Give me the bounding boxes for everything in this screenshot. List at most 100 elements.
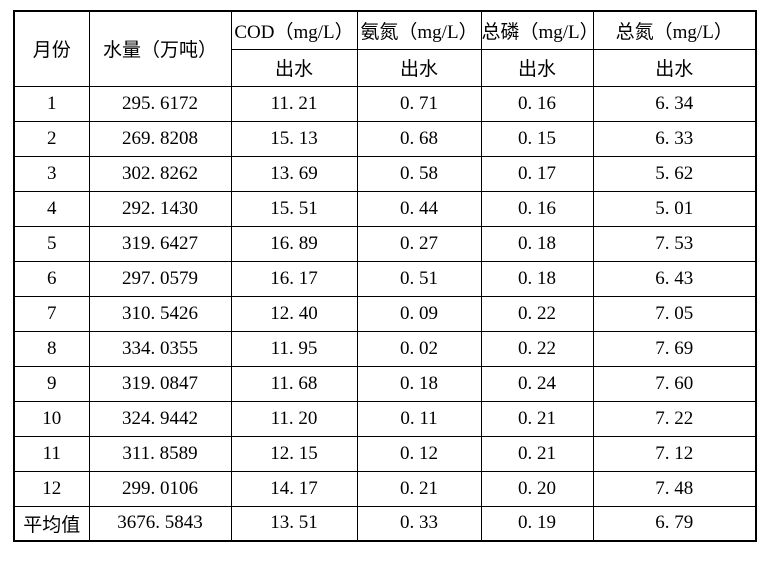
cell-month: 10: [13, 400, 90, 437]
cell-water: 319. 6427: [88, 225, 232, 262]
cell-water: 302. 8262: [88, 155, 232, 192]
cell-ammonia: 0. 51: [356, 260, 482, 297]
cell-ammonia: 0. 18: [356, 365, 482, 402]
cell-nitrogen: 6. 79: [592, 505, 757, 542]
table-row: 8 334. 0355 11. 95 0. 02 0. 22 7. 69: [13, 330, 757, 367]
cell-cod: 11. 68: [230, 365, 358, 402]
cell-cod: 16. 89: [230, 225, 358, 262]
table-row: 6 297. 0579 16. 17 0. 51 0. 18 6. 43: [13, 260, 757, 297]
cell-nitrogen: 7. 22: [592, 400, 757, 437]
table-row: 3 302. 8262 13. 69 0. 58 0. 17 5. 62: [13, 155, 757, 192]
cell-month: 5: [13, 225, 90, 262]
table-row-average: 平均值 3676. 5843 13. 51 0. 33 0. 19 6. 79: [13, 505, 757, 542]
cell-cod: 11. 21: [230, 85, 358, 122]
cell-water: 319. 0847: [88, 365, 232, 402]
cell-nitrogen: 6. 33: [592, 120, 757, 157]
cell-phosphorus: 0. 24: [480, 365, 594, 402]
table-row: 11 311. 8589 12. 15 0. 12 0. 21 7. 12: [13, 435, 757, 472]
table-row: 10 324. 9442 11. 20 0. 11 0. 21 7. 22: [13, 400, 757, 437]
cell-nitrogen: 5. 62: [592, 155, 757, 192]
cell-ammonia: 0. 33: [356, 505, 482, 542]
cell-water: 311. 8589: [88, 435, 232, 472]
cell-phosphorus: 0. 16: [480, 85, 594, 122]
cell-month: 6: [13, 260, 90, 297]
subheader-effluent-cod: 出水: [230, 48, 358, 87]
header-row-top: 月份 水量（万吨） COD（mg/L） 氨氮（mg/L） 总磷（mg/L） 总氮…: [13, 10, 757, 87]
cell-cod: 12. 15: [230, 435, 358, 472]
subheader-effluent-ammonia: 出水: [356, 48, 482, 87]
cell-water: 297. 0579: [88, 260, 232, 297]
cell-water: 324. 9442: [88, 400, 232, 437]
table-row: 1 295. 6172 11. 21 0. 71 0. 16 6. 34: [13, 85, 757, 122]
cell-phosphorus: 0. 16: [480, 190, 594, 227]
cell-phosphorus: 0. 21: [480, 435, 594, 472]
cell-month: 9: [13, 365, 90, 402]
cell-ammonia: 0. 68: [356, 120, 482, 157]
cell-water: 3676. 5843: [88, 505, 232, 542]
cell-ammonia: 0. 02: [356, 330, 482, 367]
header-month: 月份: [13, 10, 90, 87]
header-ammonia-nitrogen: 氨氮（mg/L）: [356, 10, 482, 50]
cell-month: 1: [13, 85, 90, 122]
water-quality-table: 月份 水量（万吨） COD（mg/L） 氨氮（mg/L） 总磷（mg/L） 总氮…: [13, 10, 757, 542]
cell-nitrogen: 7. 48: [592, 470, 757, 507]
subheader-effluent-phosphorus: 出水: [480, 48, 594, 87]
cell-water: 334. 0355: [88, 330, 232, 367]
cell-cod: 15. 51: [230, 190, 358, 227]
header-total-phosphorus: 总磷（mg/L）: [480, 10, 594, 50]
cell-month: 2: [13, 120, 90, 157]
cell-ammonia: 0. 12: [356, 435, 482, 472]
subheader-effluent-nitrogen: 出水: [592, 48, 757, 87]
cell-nitrogen: 5. 01: [592, 190, 757, 227]
header-total-nitrogen: 总氮（mg/L）: [592, 10, 757, 50]
cell-phosphorus: 0. 17: [480, 155, 594, 192]
cell-month: 平均值: [13, 505, 90, 542]
cell-ammonia: 0. 71: [356, 85, 482, 122]
cell-month: 8: [13, 330, 90, 367]
header-row-sub: 出水 出水 出水 出水: [14, 48, 757, 87]
cell-water: 295. 6172: [88, 85, 232, 122]
cell-phosphorus: 0. 19: [480, 505, 594, 542]
cell-phosphorus: 0. 20: [480, 470, 594, 507]
cell-water: 310. 5426: [88, 295, 232, 332]
cell-cod: 15. 13: [230, 120, 358, 157]
cell-phosphorus: 0. 22: [480, 330, 594, 367]
cell-cod: 14. 17: [230, 470, 358, 507]
cell-water: 292. 1430: [88, 190, 232, 227]
cell-ammonia: 0. 44: [356, 190, 482, 227]
cell-nitrogen: 7. 05: [592, 295, 757, 332]
table-row: 7 310. 5426 12. 40 0. 09 0. 22 7. 05: [13, 295, 757, 332]
cell-ammonia: 0. 21: [356, 470, 482, 507]
header-cod: COD（mg/L）: [230, 10, 358, 50]
cell-month: 12: [13, 470, 90, 507]
table-row: 9 319. 0847 11. 68 0. 18 0. 24 7. 60: [13, 365, 757, 402]
cell-water: 299. 0106: [88, 470, 232, 507]
cell-phosphorus: 0. 18: [480, 260, 594, 297]
cell-ammonia: 0. 11: [356, 400, 482, 437]
cell-nitrogen: 7. 69: [592, 330, 757, 367]
cell-ammonia: 0. 27: [356, 225, 482, 262]
cell-phosphorus: 0. 15: [480, 120, 594, 157]
cell-cod: 11. 95: [230, 330, 358, 367]
cell-month: 7: [13, 295, 90, 332]
cell-phosphorus: 0. 18: [480, 225, 594, 262]
cell-ammonia: 0. 09: [356, 295, 482, 332]
cell-nitrogen: 7. 53: [592, 225, 757, 262]
cell-month: 4: [13, 190, 90, 227]
cell-cod: 13. 51: [230, 505, 358, 542]
cell-month: 11: [13, 435, 90, 472]
cell-ammonia: 0. 58: [356, 155, 482, 192]
cell-nitrogen: 7. 60: [592, 365, 757, 402]
cell-cod: 12. 40: [230, 295, 358, 332]
cell-nitrogen: 6. 43: [592, 260, 757, 297]
cell-cod: 13. 69: [230, 155, 358, 192]
table-row: 4 292. 1430 15. 51 0. 44 0. 16 5. 01: [13, 190, 757, 227]
cell-cod: 11. 20: [230, 400, 358, 437]
cell-month: 3: [13, 155, 90, 192]
cell-nitrogen: 7. 12: [592, 435, 757, 472]
header-water-volume: 水量（万吨）: [88, 10, 232, 87]
cell-phosphorus: 0. 21: [480, 400, 594, 437]
table-row: 12 299. 0106 14. 17 0. 21 0. 20 7. 48: [13, 470, 757, 507]
cell-cod: 16. 17: [230, 260, 358, 297]
